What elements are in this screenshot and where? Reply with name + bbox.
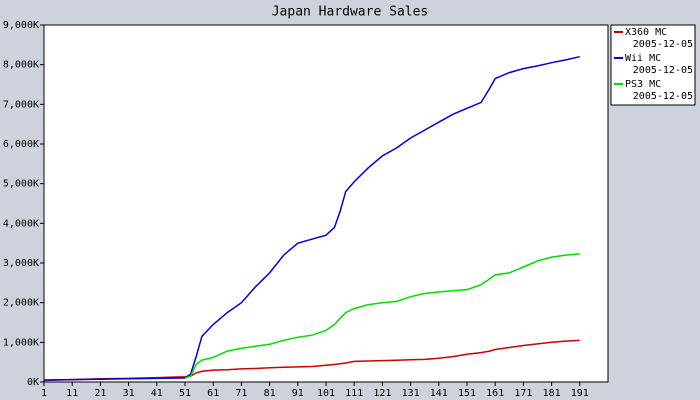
chart-title: Japan Hardware Sales (272, 5, 429, 20)
x-tick-label: 151 (458, 388, 476, 399)
y-tick-label: 9,000K (3, 20, 39, 31)
x-tick-label: 161 (486, 388, 504, 399)
x-tick-label: 121 (373, 388, 391, 399)
x-tick-label: 171 (514, 388, 532, 399)
x-tick-label: 191 (571, 388, 589, 399)
legend-label: Wii MC (625, 53, 661, 64)
x-tick-label: 11 (66, 388, 78, 399)
x-tick-label: 31 (123, 388, 135, 399)
x-tick-label: 1 (41, 388, 47, 399)
x-tick-label: 41 (151, 388, 163, 399)
y-tick-label: 6,000K (3, 139, 39, 150)
series-line (184, 253, 580, 379)
legend-date: 2005-12-05 (633, 65, 693, 76)
x-tick-label: 21 (94, 388, 106, 399)
x-tick-label: 101 (317, 388, 335, 399)
y-tick-label: 3,000K (3, 258, 39, 269)
x-tick-label: 181 (543, 388, 561, 399)
y-tick-label: 7,000K (3, 99, 39, 110)
y-tick-label: 8,000K (3, 60, 39, 71)
x-tick-label: 91 (292, 388, 304, 399)
plot-area (43, 24, 609, 383)
x-tick-label: 51 (179, 388, 191, 399)
y-tick-label: 0K (27, 377, 39, 388)
legend (610, 24, 696, 106)
x-tick-label: 81 (264, 388, 276, 399)
series-line (43, 55, 580, 381)
x-tick-label: 141 (430, 388, 448, 399)
y-tick-label: 4,000K (3, 218, 39, 229)
series-line (43, 339, 580, 382)
x-tick-label: 111 (345, 388, 363, 399)
legend-label: PS3 MC (625, 79, 661, 90)
x-tick-label: 131 (402, 388, 420, 399)
y-tick-label: 2,000K (3, 298, 39, 309)
legend-date: 2005-12-05 (633, 91, 693, 102)
legend-label: X360 MC (625, 27, 667, 38)
x-tick-label: 61 (207, 388, 219, 399)
x-tick-label: 71 (235, 388, 247, 399)
legend-date: 2005-12-05 (633, 39, 693, 50)
y-tick-label: 1,000K (3, 337, 39, 348)
y-tick-label: 5,000K (3, 179, 39, 190)
